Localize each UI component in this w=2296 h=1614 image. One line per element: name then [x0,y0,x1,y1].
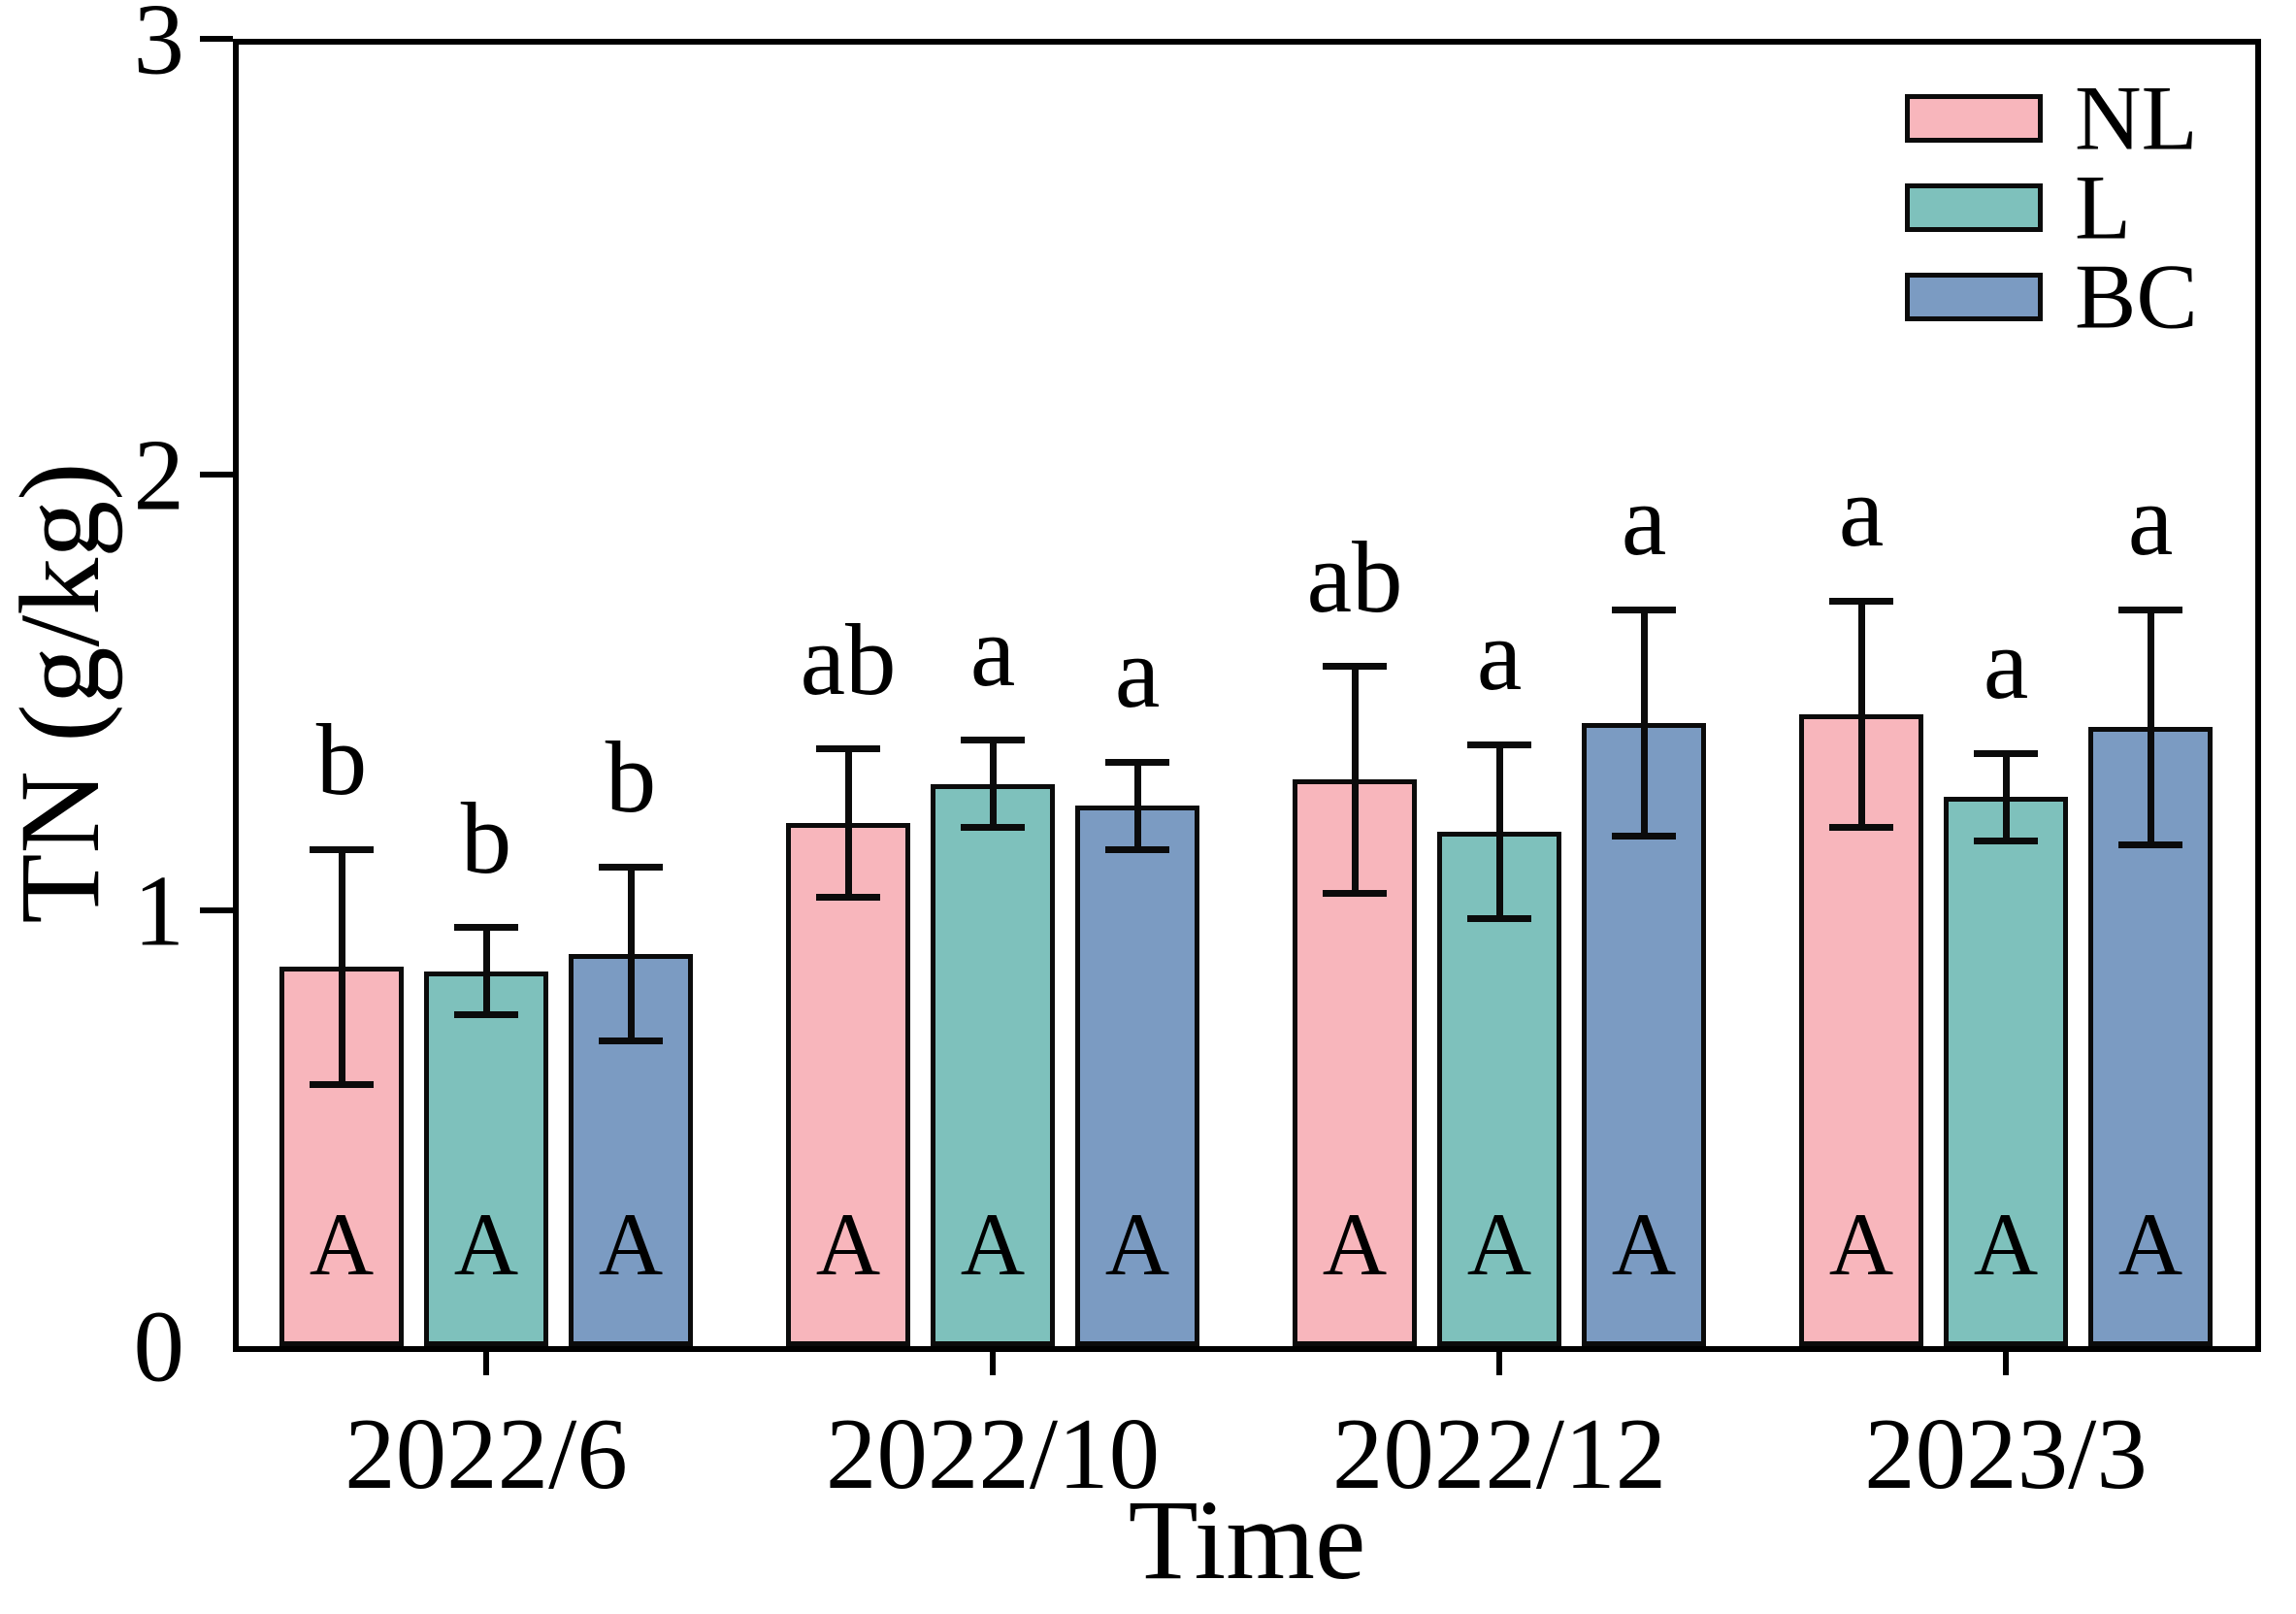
error-bar [627,867,635,1041]
error-bar-cap [1974,837,2038,844]
error-bar-cap [310,1081,374,1089]
error-bar [338,849,345,1085]
y-tick-label: 3 [133,0,185,96]
significance-letter: a [1114,615,1161,730]
bar-inner-letter: A [1611,1195,1677,1294]
error-bar-cap [2118,841,2182,849]
error-bar-cap [599,863,663,871]
significance-letter: a [969,593,1016,708]
error-bar-cap [961,737,1025,744]
bar-inner-letter: A [815,1195,881,1294]
bar-inner-letter: A [1973,1195,2039,1294]
y-tick-label: 2 [133,417,185,532]
x-tick-label: 2022/6 [344,1397,628,1510]
error-bar [1495,744,1503,919]
error-bar-cap [1612,833,1676,840]
bar [1075,806,1199,1346]
error-bar-cap [454,924,518,932]
bar-inner-letter: A [1466,1195,1532,1294]
error-bar-cap [1467,915,1531,923]
bar-inner-letter: A [960,1195,1026,1294]
bar-inner-letter: A [309,1195,375,1294]
significance-letter: b [460,780,512,895]
y-tick-label: 0 [133,1289,185,1403]
bar-inner-letter: A [1828,1195,1894,1294]
significance-letter: b [315,703,368,817]
error-bar [1640,609,1648,837]
bar-inner-letter: A [1322,1195,1388,1294]
y-tick [200,36,233,42]
error-bar-cap [1829,597,1893,605]
x-tick [483,1346,489,1375]
significance-letter: a [2127,463,2174,577]
y-axis-title: TN (g/kg) [0,461,123,924]
error-bar-cap [1974,749,2038,757]
bar [1944,797,2068,1346]
x-tick [990,1346,996,1375]
error-bar-cap [599,1038,663,1045]
error-bar-cap [1105,758,1169,766]
error-bar-cap [1467,741,1531,748]
error-bar-cap [2118,606,2182,613]
x-tick [1496,1346,1502,1375]
x-axis-title: Time [1128,1476,1366,1603]
error-bar-cap [1829,824,1893,832]
y-tick-label: 1 [133,853,185,968]
error-bar-cap [1323,889,1387,897]
bar-inner-letter: A [598,1195,664,1294]
error-bar [2147,609,2154,845]
error-bar [2002,753,2010,841]
error-bar-cap [1612,606,1676,613]
error-bar [844,748,852,898]
error-bar [482,927,490,1015]
significance-letter: a [1838,454,1885,569]
x-tick-label: 2022/12 [1331,1397,1667,1510]
error-bar-cap [961,824,1025,832]
error-bar [1351,666,1359,894]
error-bar [989,740,997,828]
legend-label: L [2075,155,2132,259]
x-tick-label: 2022/10 [825,1397,1161,1510]
error-bar-cap [1105,845,1169,853]
bar [786,823,910,1346]
error-bar [1133,762,1141,850]
significance-letter: b [605,720,657,835]
y-tick [200,472,233,478]
significance-letter: ab [1306,519,1403,634]
legend-swatch [1905,94,2043,143]
y-tick [200,907,233,913]
legend-swatch [1905,183,2043,232]
significance-letter: a [1476,598,1523,712]
legend-swatch [1905,273,2043,321]
bar [424,971,548,1346]
error-bar [1857,601,1865,828]
error-bar-cap [816,745,880,753]
bar-inner-letter: A [453,1195,519,1294]
x-tick-label: 2023/3 [1864,1397,2148,1510]
error-bar-cap [310,845,374,853]
legend-label: NL [2075,66,2198,170]
bar-inner-letter: A [2117,1195,2183,1294]
error-bar-cap [454,1011,518,1019]
error-bar-cap [1323,663,1387,671]
bar-inner-letter: A [1104,1195,1170,1294]
significance-letter: a [1983,607,2029,721]
error-bar-cap [816,894,880,902]
legend-label: BC [2075,245,2198,348]
significance-letter: ab [800,602,897,716]
x-tick [2003,1346,2009,1375]
significance-letter: a [1621,463,1667,577]
